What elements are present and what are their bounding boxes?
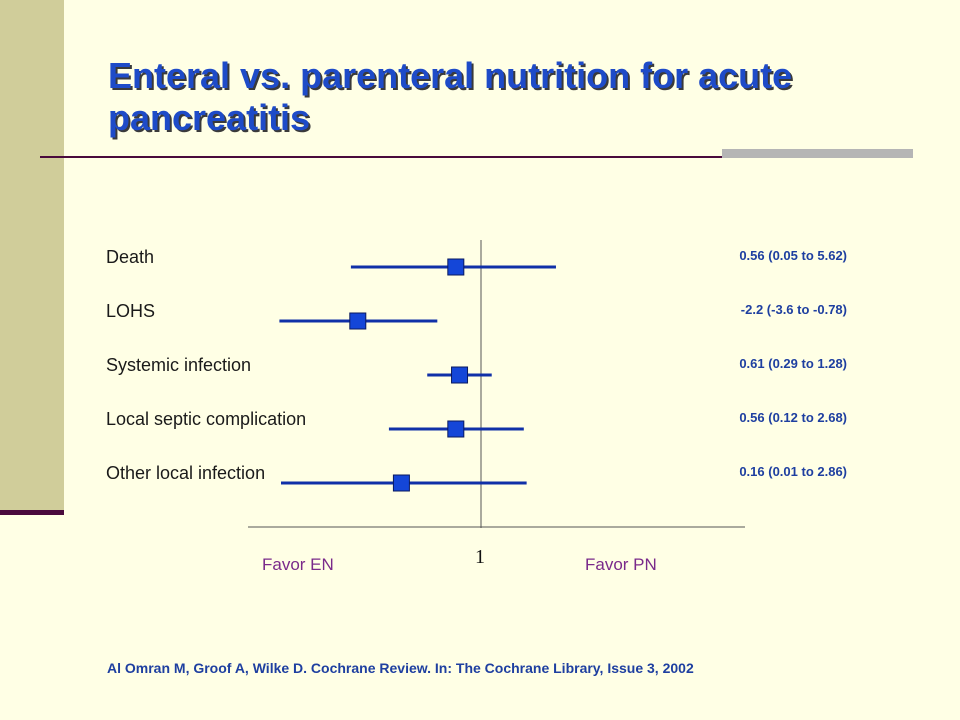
sidebar-underline xyxy=(0,510,64,515)
favor-en-label: Favor EN xyxy=(262,555,334,574)
row-label: LOHS xyxy=(106,301,155,321)
estimate-label: 0.16 (0.01 to 2.86) xyxy=(739,464,847,479)
estimate-label: 0.56 (0.05 to 5.62) xyxy=(739,248,847,263)
slide-title: Enteral vs. parenteral nutrition for acu… xyxy=(108,55,793,138)
estimate-label: 0.56 (0.12 to 2.68) xyxy=(739,410,847,425)
reference-tick-label: 1 xyxy=(475,546,485,568)
estimate-label: 0.61 (0.29 to 1.28) xyxy=(739,356,847,371)
row-label: Local septic complication xyxy=(106,409,306,429)
sidebar-decoration xyxy=(0,0,64,513)
point-estimate-marker xyxy=(451,366,469,384)
row-label: Systemic infection xyxy=(106,355,251,375)
point-estimate-marker xyxy=(447,420,465,438)
forest-rows: Death 0.56 (0.05 to 5.62) LOHS -2.2 (-3.6 t… xyxy=(106,247,847,492)
title-divider-block xyxy=(722,149,913,158)
favor-pn-label: Favor PN xyxy=(585,555,657,574)
title-divider xyxy=(40,156,913,158)
citation: Al Omran M, Groof A, Wilke D. Cochrane R… xyxy=(107,660,694,676)
estimate-label: -2.2 (-3.6 to -0.78) xyxy=(741,302,847,317)
point-estimate-marker xyxy=(349,312,367,330)
point-estimate-marker xyxy=(447,258,465,276)
point-estimate-marker xyxy=(392,474,410,492)
row-label: Other local infection xyxy=(106,463,265,483)
row-label: Death xyxy=(106,247,154,267)
